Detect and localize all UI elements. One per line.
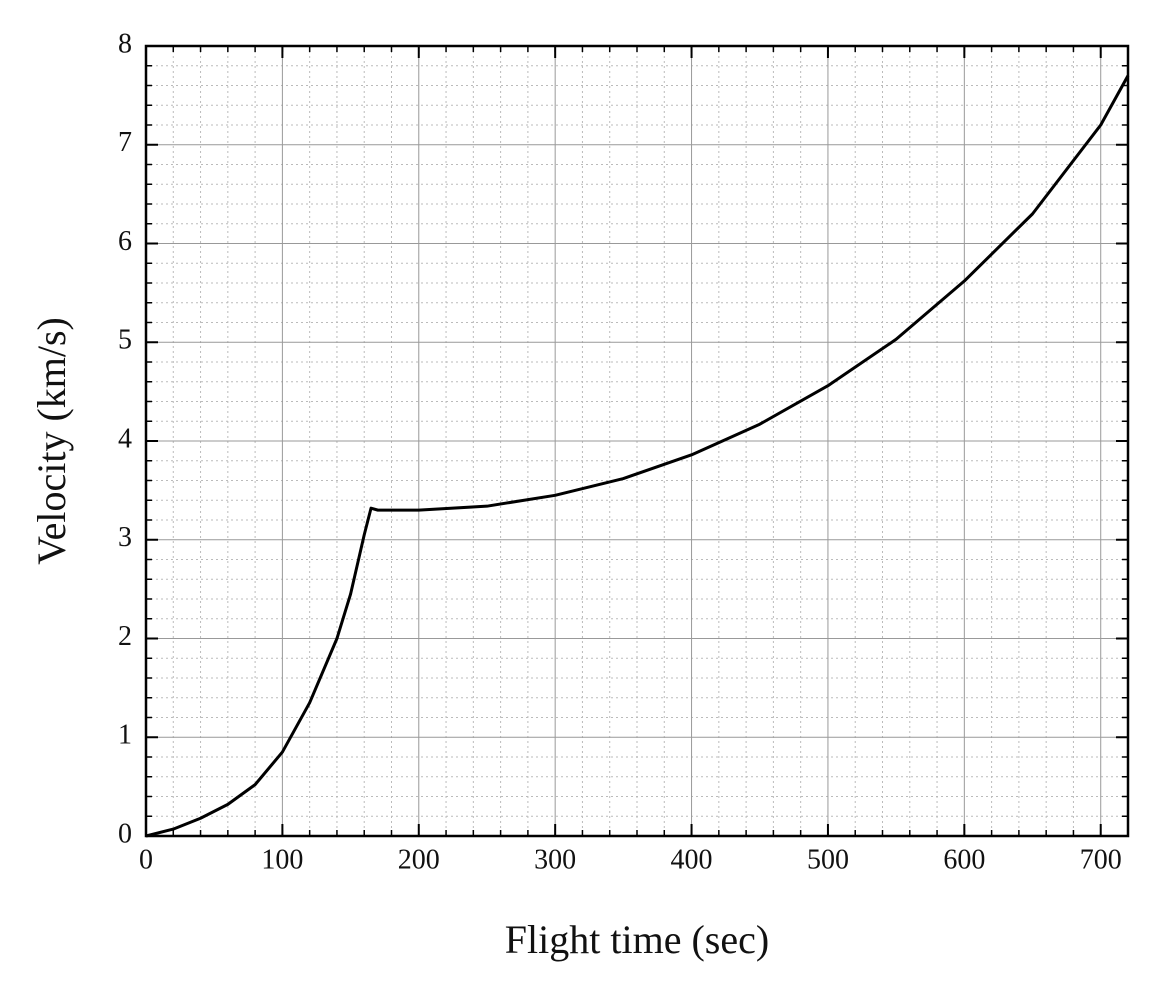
x-tick-label: 200 (398, 844, 440, 875)
y-tick-label: 0 (118, 818, 132, 849)
y-axis-title: Velocity (km/s) (29, 317, 74, 565)
plot-frame (144, 44, 1130, 838)
y-tick-label: 1 (118, 720, 132, 751)
x-tick-label: 600 (943, 844, 985, 875)
y-tick-label: 2 (118, 621, 132, 652)
y-tick-label: 3 (118, 522, 132, 553)
y-tick-label: 4 (118, 423, 132, 454)
x-tick-label: 100 (261, 844, 303, 875)
x-tick-label: 500 (807, 844, 849, 875)
x-axis-title: Flight time (sec) (505, 917, 769, 962)
x-tick-label: 700 (1080, 844, 1122, 875)
y-tick-label: 5 (118, 325, 132, 356)
x-tick-label: 300 (534, 844, 576, 875)
y-tick-label: 8 (118, 28, 132, 59)
y-tick-label: 7 (118, 127, 132, 158)
y-tick-label: 6 (118, 226, 132, 257)
line (145, 74, 1130, 838)
x-tick-label: 400 (671, 844, 713, 875)
x-tick-label: 0 (139, 844, 153, 875)
